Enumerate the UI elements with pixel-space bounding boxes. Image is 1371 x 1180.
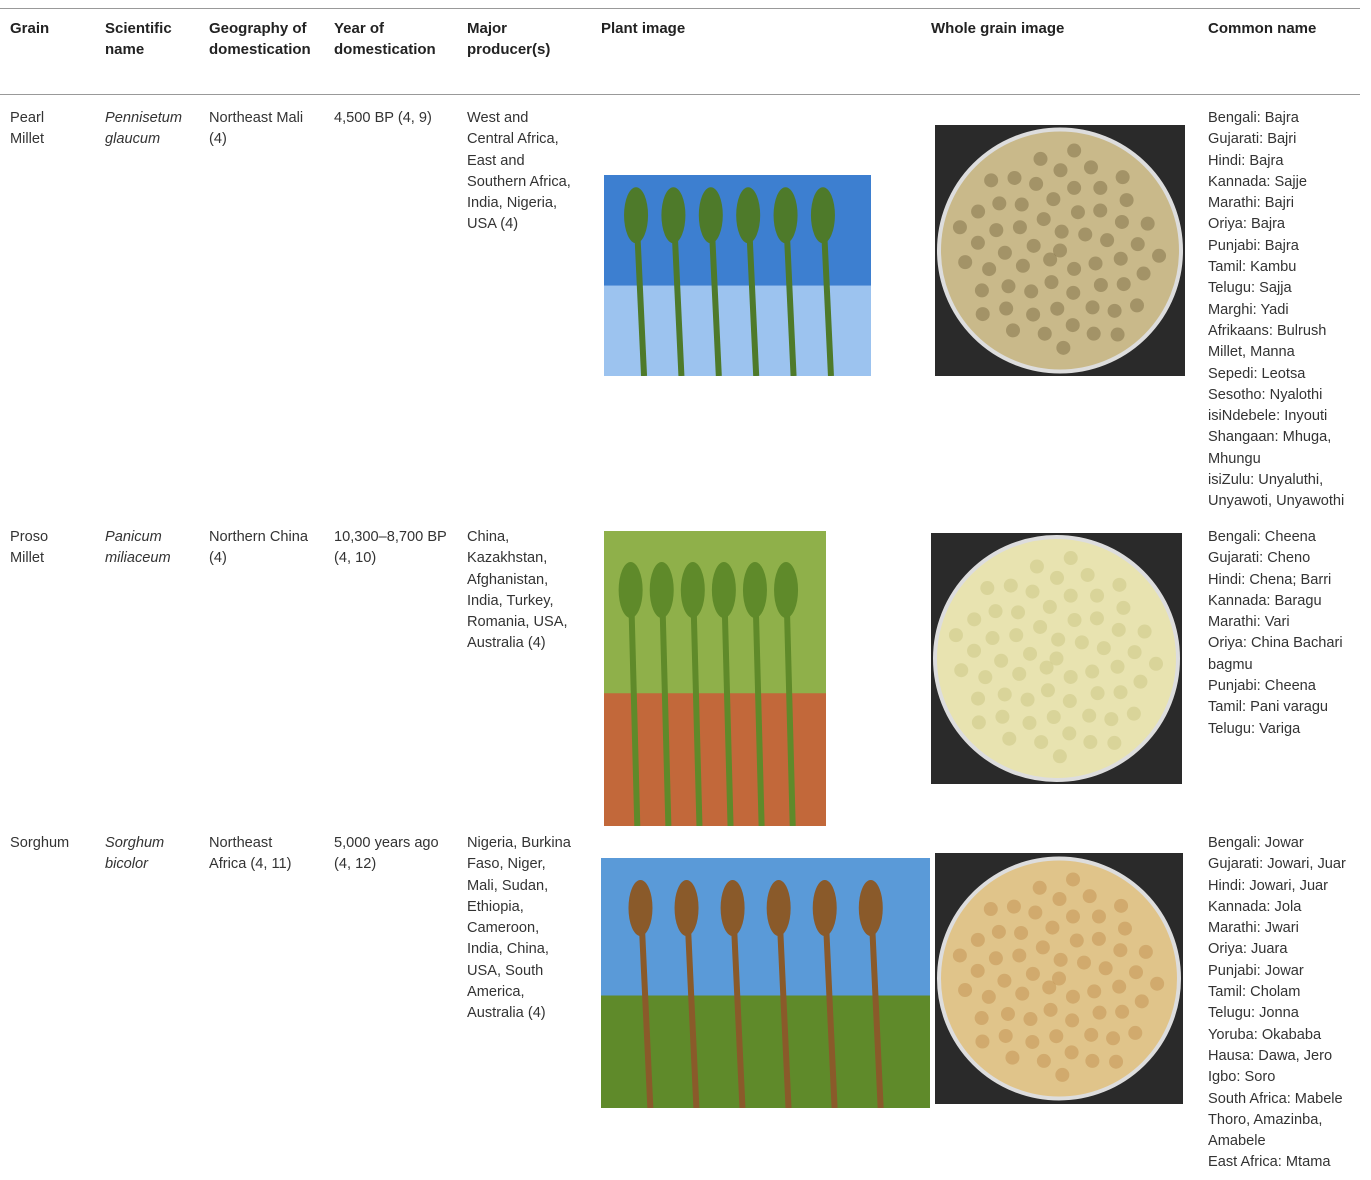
- common-name: isiZulu: Unyaluthi, Unyawoti, Unyawothi: [1208, 472, 1345, 510]
- grain-dish: [937, 856, 1181, 1101]
- grain-image: [931, 533, 1182, 784]
- cell-grain: Sorghum: [10, 835, 70, 851]
- cell-producers: China, Kazakhstan, Afghanistan, India, T…: [467, 529, 568, 652]
- common-name: Marathi: Jwari: [1208, 920, 1299, 937]
- cell-year: 4,500 BP (4, 9): [334, 110, 432, 126]
- common-name: Tamil: Kambu: [1208, 259, 1297, 276]
- grain-dish: [933, 535, 1180, 782]
- common-name: Marathi: Vari: [1208, 614, 1290, 631]
- cell-producers: West and Central Africa, East and Southe…: [467, 110, 571, 233]
- cell-scientific-name: Panicum miliaceum: [105, 529, 171, 567]
- cell-grain: Pearl Millet: [10, 110, 45, 148]
- grain-dish: [937, 127, 1183, 374]
- common-name: Punjabi: Bajra: [1208, 237, 1299, 254]
- cell-geography: Northeast Africa (4, 11): [209, 835, 292, 873]
- header-rule: [0, 94, 1360, 95]
- column-header: Whole grain image: [931, 20, 1065, 37]
- common-name: Marghi: Yadi: [1208, 301, 1289, 318]
- common-name: Oriya: Bajra: [1208, 216, 1286, 233]
- common-name: Kannada: Sajje: [1208, 173, 1307, 190]
- common-name: South Africa: Mabele Thoro, Amazinba, Am…: [1208, 1090, 1343, 1150]
- grain-image: [935, 125, 1185, 376]
- common-name: Telugu: Sajja: [1208, 280, 1292, 297]
- common-name: Sesotho: Nyalothi: [1208, 386, 1323, 403]
- cell-grain: Proso Millet: [10, 529, 49, 567]
- common-name: Oriya: Juara: [1208, 941, 1288, 958]
- column-header: Year of domestication: [334, 20, 436, 59]
- plant-image: [601, 858, 930, 1108]
- cell-year: 10,300–8,700 BP (4, 10): [334, 529, 447, 567]
- cell-geography: Northeast Mali (4): [209, 110, 304, 148]
- column-header: Geography of domestication: [209, 20, 311, 59]
- common-name: Hindi: Jowari, Juar: [1208, 877, 1329, 894]
- plant-drawing: [601, 880, 930, 1108]
- common-name: Yoruba: Okababa: [1208, 1026, 1322, 1043]
- common-name: Kannada: Baragu: [1208, 592, 1322, 609]
- cell-year: 5,000 years ago (4, 12): [334, 835, 439, 873]
- cell-geography: Northern China (4): [209, 529, 308, 567]
- common-name: Punjabi: Jowar: [1208, 962, 1304, 979]
- grain-image: [935, 853, 1183, 1104]
- common-name: Telugu: Jonna: [1208, 1005, 1299, 1022]
- column-header: Grain: [10, 20, 50, 37]
- plant-drawing: [604, 562, 826, 826]
- common-names: Bengali: Bajra Gujarati: Bajri Hindi: Bajr…: [1208, 108, 1360, 513]
- common-name: Shangaan: Mhuga, Mhungu: [1208, 429, 1332, 467]
- common-name: Oriya: China Bachari bagmu: [1208, 635, 1343, 673]
- common-name: Gujarati: Bajri: [1208, 131, 1297, 148]
- plant-drawing: [604, 187, 871, 376]
- common-name: Punjabi: Cheena: [1208, 678, 1316, 695]
- column-header: Common name: [1208, 20, 1317, 37]
- cell-producers: Nigeria, Burkina Faso, Niger, Mali, Suda…: [467, 835, 571, 1022]
- common-name: isiNdebele: Inyouti: [1208, 408, 1328, 425]
- common-name: Igbo: Soro: [1208, 1069, 1276, 1086]
- common-name: Bengali: Bajra: [1208, 110, 1299, 126]
- common-name: Tamil: Pani varagu: [1208, 699, 1329, 716]
- common-name: Gujarati: Jowari, Juar: [1208, 856, 1346, 873]
- common-name: Bengali: Cheena: [1208, 529, 1316, 545]
- common-name: Sepedi: Leotsa: [1208, 365, 1306, 382]
- common-names: Bengali: Jowar Gujarati: Jowari, Juar Hind…: [1208, 833, 1360, 1174]
- common-name: Kannada: Jola: [1208, 898, 1302, 915]
- common-name: Telugu: Variga: [1208, 720, 1301, 737]
- common-name: Tamil: Cholam: [1208, 984, 1301, 1001]
- common-names: Bengali: Cheena Gujarati: Cheno Hindi: Che…: [1208, 527, 1360, 740]
- common-name: Bengali: Jowar: [1208, 835, 1304, 851]
- common-name: Hindi: Bajra: [1208, 152, 1284, 169]
- cell-scientific-name: Sorghum bicolor: [105, 835, 165, 873]
- cell-scientific-name: Pennisetum glaucum: [105, 110, 183, 148]
- column-header: Plant image: [601, 20, 686, 37]
- column-header: Scientific name: [105, 20, 172, 59]
- top-rule: [0, 8, 1360, 9]
- plant-image: [604, 531, 826, 826]
- column-header: Major producer(s): [467, 20, 551, 59]
- common-name: East Africa: Mtama: [1208, 1154, 1331, 1171]
- common-name: Afrikaans: Bulrush Millet, Manna: [1208, 322, 1327, 361]
- common-name: Hindi: Chena; Barri: [1208, 571, 1332, 588]
- common-name: Marathi: Bajri: [1208, 195, 1294, 212]
- common-name: Hausa: Dawa, Jero: [1208, 1047, 1333, 1064]
- common-name: Gujarati: Cheno: [1208, 550, 1311, 567]
- plant-image: [604, 175, 871, 376]
